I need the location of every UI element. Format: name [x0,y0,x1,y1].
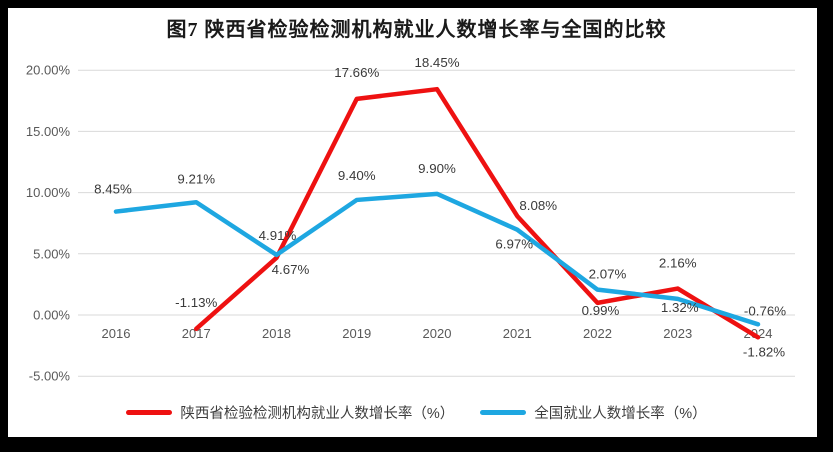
legend-item-shaanxi: 陕西省检验检测机构就业人数增长率（%） [126,402,454,423]
legend-label-national: 全国就业人数增长率（%） [534,406,707,422]
data-label: 2.07% [589,267,627,282]
data-label: 1.32% [661,300,699,315]
y-tick-label: 5.00% [33,246,70,261]
legend: 陕西省检验检测机构就业人数增长率（%） 全国就业人数增长率（%） [0,402,833,423]
data-label: 6.97% [495,237,533,252]
data-label: 17.66% [334,65,379,80]
legend-swatch-shaanxi [126,410,173,415]
x-tick-label: 2019 [342,326,371,341]
data-label: 4.91% [259,228,297,243]
data-label: -1.82% [743,344,785,359]
data-label: 2.16% [659,256,697,271]
data-label: 18.45% [414,55,459,70]
data-label: 8.45% [94,182,132,197]
x-tick-label: 2016 [102,326,131,341]
series-line [113,191,761,327]
x-tick-label: 2024 [744,326,773,341]
data-label: 8.08% [519,198,557,213]
data-label: 9.90% [418,161,456,176]
series-line [194,86,761,340]
legend-item-national: 全国就业人数增长率（%） [480,402,707,423]
data-label: 9.40% [338,168,376,183]
legend-label-shaanxi: 陕西省检验检测机构就业人数增长率（%） [180,406,455,422]
y-tick-label: 10.00% [26,185,71,200]
x-tick-label: 2018 [262,326,291,341]
y-tick-label: 20.00% [26,63,71,78]
chart-canvas [8,8,817,437]
data-label: -0.76% [744,303,786,318]
y-tick-label: -5.00% [29,369,71,384]
data-label: 0.99% [582,303,620,318]
x-tick-label: 2023 [663,326,692,341]
x-tick-label: 2017 [182,326,211,341]
x-tick-label: 2021 [503,326,532,341]
y-tick-label: 15.00% [26,124,71,139]
legend-swatch-national [480,410,527,415]
data-label: 4.67% [272,262,310,277]
x-tick-label: 2022 [583,326,612,341]
data-label: -1.13% [175,295,217,310]
chart-title: 图7 陕西省检验检测机构就业人数增长率与全国的比较 [166,19,667,41]
y-tick-label: 0.00% [33,308,70,323]
x-tick-label: 2020 [423,326,452,341]
data-label: 9.21% [177,171,215,186]
